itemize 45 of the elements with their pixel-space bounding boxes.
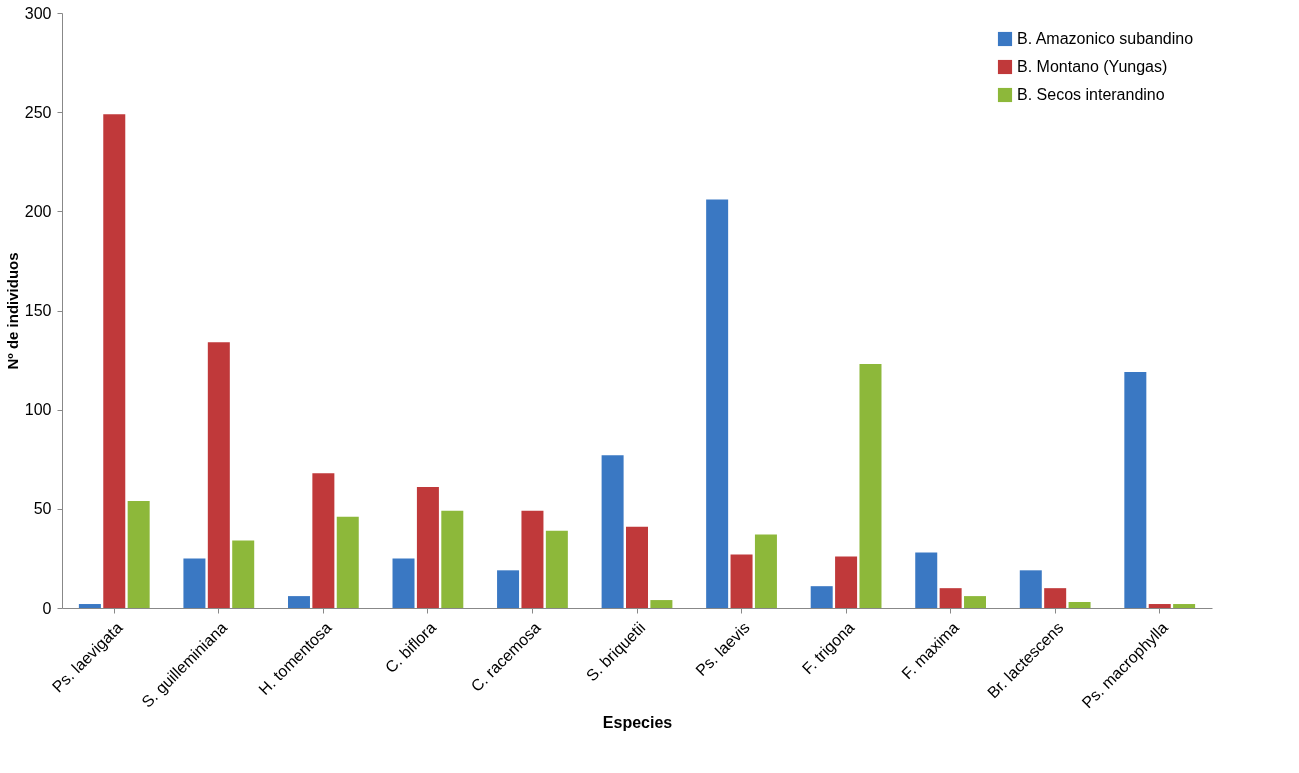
y-tick-label: 0: [42, 599, 52, 617]
bar: [287, 596, 310, 608]
bar: [497, 570, 520, 608]
bar: [650, 600, 673, 608]
bar: [964, 596, 987, 608]
y-tick-label: 300: [24, 4, 52, 22]
bar: [312, 473, 335, 608]
bar: [626, 526, 648, 608]
legend-label: B. Montano (Yungas): [1017, 58, 1168, 75]
bar: [1044, 588, 1067, 608]
legend-label: B. Secos interandino: [1017, 86, 1165, 103]
bar: [915, 552, 938, 608]
x-axis-title: Especies: [602, 714, 673, 732]
bar: [103, 114, 126, 608]
y-tick-label: 150: [24, 302, 52, 319]
bar: [730, 554, 753, 608]
bar: [1068, 602, 1091, 608]
y-tick-label: 200: [24, 202, 52, 220]
bar: [183, 558, 206, 608]
y-tick-label: 250: [24, 103, 52, 121]
bar: [545, 530, 568, 608]
bar: [754, 534, 777, 608]
bar: [416, 487, 439, 608]
bar: [392, 558, 415, 608]
bar: [207, 342, 230, 608]
bar: [601, 455, 624, 608]
bar: [706, 199, 729, 608]
y-tick-label: 50: [33, 500, 52, 518]
bar: [232, 540, 255, 608]
legend-label: B. Amazonico subandino: [1017, 30, 1194, 47]
bar: [835, 556, 858, 608]
bar: [336, 516, 359, 608]
bar: [78, 604, 101, 608]
bar: [810, 586, 833, 608]
bar: [859, 364, 882, 608]
y-axis-title: Nº de individuos: [3, 252, 21, 370]
bar: [1148, 604, 1171, 608]
bar: [1173, 604, 1196, 608]
bar: [1019, 570, 1042, 608]
bar: [127, 500, 150, 608]
bar: [1124, 371, 1147, 608]
bar: [441, 510, 464, 608]
bar: [521, 510, 544, 608]
y-tick-label: 100: [24, 401, 52, 419]
bar: [939, 588, 962, 608]
